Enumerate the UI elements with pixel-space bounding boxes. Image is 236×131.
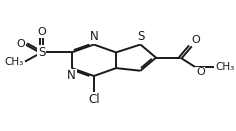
Text: S: S — [137, 30, 144, 43]
Text: N: N — [67, 69, 76, 82]
Text: CH₃: CH₃ — [4, 57, 23, 67]
Text: N: N — [89, 30, 98, 43]
Text: O: O — [192, 35, 200, 45]
Text: O: O — [37, 27, 46, 37]
Text: CH₃: CH₃ — [215, 62, 235, 72]
Text: O: O — [196, 67, 205, 77]
Text: Cl: Cl — [88, 93, 100, 106]
Text: O: O — [16, 39, 25, 49]
Text: S: S — [38, 46, 45, 59]
